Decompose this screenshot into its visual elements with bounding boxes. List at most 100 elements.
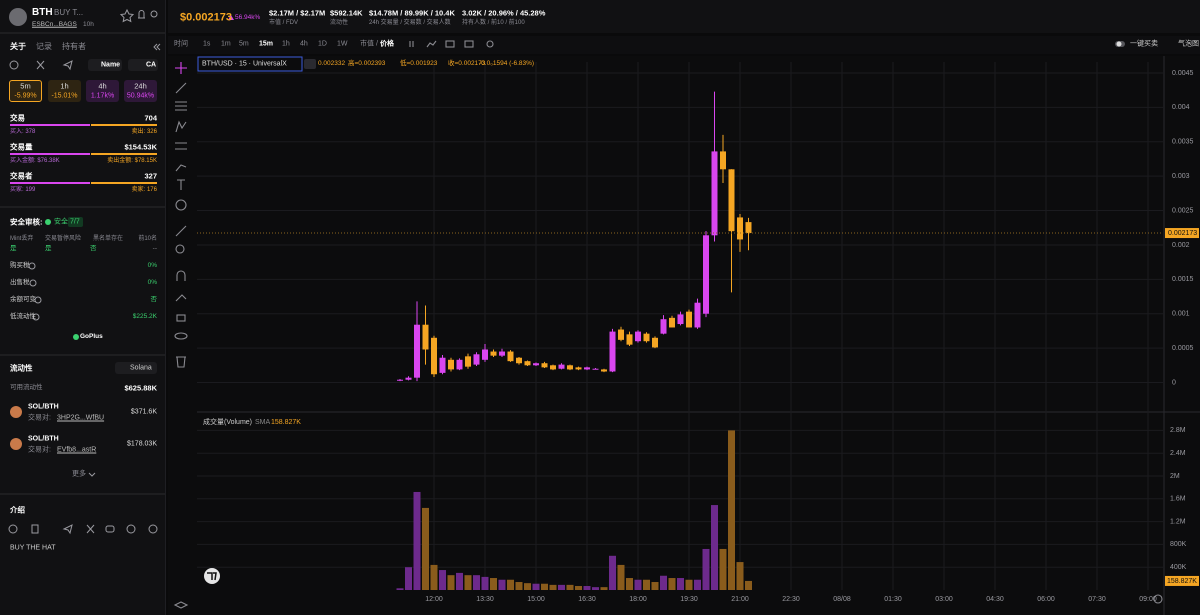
timeframe-box[interactable] bbox=[86, 80, 119, 102]
timeframe-change[interactable]: -15.01% bbox=[51, 92, 78, 100]
candle-body bbox=[397, 379, 403, 381]
name-link[interactable]: Name bbox=[101, 61, 121, 69]
timeframe-box[interactable] bbox=[48, 80, 81, 102]
mode-price[interactable]: 价格 bbox=[380, 40, 394, 48]
metric-value: $14.78M / 89.99K / 10.4K bbox=[369, 8, 455, 18]
stat-bar-buy bbox=[10, 182, 90, 184]
volume-bar bbox=[634, 579, 642, 590]
interval[interactable]: 15m bbox=[259, 40, 274, 48]
stat-buy: 买入金额: $76.38K bbox=[10, 158, 60, 164]
y-tick-label: 0 bbox=[1172, 379, 1176, 386]
volume-tag bbox=[1165, 575, 1199, 586]
chain-box bbox=[115, 362, 157, 374]
metric-label: 流动性 bbox=[330, 20, 349, 26]
timeframe-change[interactable]: 1.17k% bbox=[90, 92, 115, 100]
interval[interactable]: 1m bbox=[221, 40, 231, 48]
tab[interactable]: 关于 bbox=[10, 42, 26, 51]
timeframe-box[interactable] bbox=[9, 80, 42, 102]
stat-bar-sell bbox=[91, 153, 157, 155]
more-link[interactable]: 更多 bbox=[72, 470, 86, 478]
volume-bar bbox=[456, 572, 463, 590]
ca-link[interactable]: CA bbox=[146, 61, 157, 69]
timeframe-change[interactable]: 50.94k% bbox=[126, 92, 155, 100]
security-score: 7/7 bbox=[70, 218, 80, 226]
candle-body bbox=[516, 357, 522, 364]
y-tick-label: 1.2M bbox=[1170, 518, 1186, 525]
timeframe-label[interactable]: 4h bbox=[98, 81, 107, 91]
sma-label: SMA bbox=[255, 419, 271, 426]
y-tick-label: 800K bbox=[1170, 541, 1187, 548]
timeframe-box[interactable] bbox=[124, 80, 157, 102]
candle-body bbox=[720, 151, 726, 170]
volume-bar bbox=[549, 584, 557, 590]
pool-address[interactable]: EVfb8...astR bbox=[57, 446, 97, 454]
legend-title: BTH/USD · 15 · UniversalX bbox=[202, 60, 287, 68]
up-triangle bbox=[228, 15, 234, 20]
quick-trade[interactable]: 一键买卖 bbox=[1130, 40, 1158, 48]
volume-bar bbox=[447, 575, 455, 590]
header-change: 56.94k% bbox=[235, 13, 261, 21]
candle-body bbox=[507, 351, 514, 362]
candle-body bbox=[592, 368, 599, 370]
candle-body bbox=[431, 337, 437, 375]
volume-bar bbox=[439, 570, 446, 590]
candle-body bbox=[490, 351, 497, 356]
mode-market-cap[interactable]: 市值 / bbox=[360, 40, 378, 48]
candle-body bbox=[728, 169, 735, 232]
interval[interactable]: 1s bbox=[203, 40, 211, 48]
stat-sell: 卖出金额: $78.15K bbox=[107, 158, 157, 164]
timeframe-change[interactable]: -5.99% bbox=[14, 92, 37, 100]
x-tick-label: 07:30 bbox=[1088, 596, 1106, 603]
tab[interactable]: 持有者 bbox=[62, 42, 86, 51]
volume-bar bbox=[592, 587, 599, 590]
header-bar bbox=[168, 0, 1200, 33]
volume-bar bbox=[558, 584, 565, 590]
security-header: Mint丢弃 bbox=[10, 236, 34, 242]
ca-button[interactable] bbox=[128, 59, 158, 71]
volume-bar bbox=[481, 576, 489, 590]
name-button[interactable] bbox=[88, 59, 122, 71]
security-value: 否 bbox=[90, 244, 97, 252]
candle-body bbox=[456, 359, 463, 370]
volume-bar bbox=[745, 580, 752, 590]
tab[interactable]: 记录 bbox=[36, 42, 52, 51]
timeframe-label[interactable]: 24h bbox=[134, 81, 147, 91]
security-item-value: 0% bbox=[147, 261, 157, 269]
timeframe-label[interactable]: 1h bbox=[60, 81, 69, 91]
timeframe-label[interactable]: 5m bbox=[20, 81, 31, 91]
x-tick-label: 21:00 bbox=[731, 596, 749, 603]
y-tick-label: 1.6M bbox=[1170, 496, 1186, 503]
x-tick-label: 06:00 bbox=[1037, 596, 1055, 603]
volume-bar bbox=[609, 555, 616, 590]
candle-body bbox=[439, 357, 446, 373]
interval[interactable]: 5m bbox=[239, 40, 249, 48]
security-header: 黑名单存在 bbox=[93, 236, 124, 242]
y-tick-label: 0.0025 bbox=[1172, 207, 1194, 214]
stat-label: 交易 bbox=[10, 113, 25, 123]
side-panel bbox=[0, 0, 166, 615]
candle-body bbox=[686, 311, 692, 328]
score-box bbox=[68, 217, 83, 227]
volume-bar bbox=[566, 584, 574, 590]
interval[interactable]: 4h bbox=[300, 40, 308, 48]
candle-body bbox=[626, 334, 633, 345]
security-header: 交易暂停风险 bbox=[45, 236, 82, 242]
candle-body bbox=[694, 302, 701, 328]
candle-body bbox=[482, 349, 488, 360]
interval[interactable]: 1h bbox=[282, 40, 290, 48]
y-tick-label: 0.001 bbox=[1172, 311, 1190, 318]
price-tag-label: 0.002173 bbox=[1168, 230, 1197, 237]
y-tick-label: 0.0045 bbox=[1172, 70, 1194, 77]
x-tick-label: 12:00 bbox=[425, 596, 443, 603]
stat-label: 交易者 bbox=[10, 171, 33, 181]
security-item-label: 出售税 bbox=[10, 278, 30, 286]
bubble-chart[interactable]: 气泡图 bbox=[1178, 40, 1199, 48]
interval[interactable]: 1D bbox=[318, 40, 327, 48]
interval[interactable]: 1W bbox=[337, 40, 348, 48]
security-title: 安全审核: bbox=[10, 217, 43, 227]
legend-menu[interactable] bbox=[304, 59, 316, 69]
pool-address[interactable]: 3HP2G...WfBU bbox=[57, 414, 105, 422]
ohlc-label: 低=0.001923 bbox=[400, 59, 438, 67]
volume-bar bbox=[396, 588, 404, 590]
